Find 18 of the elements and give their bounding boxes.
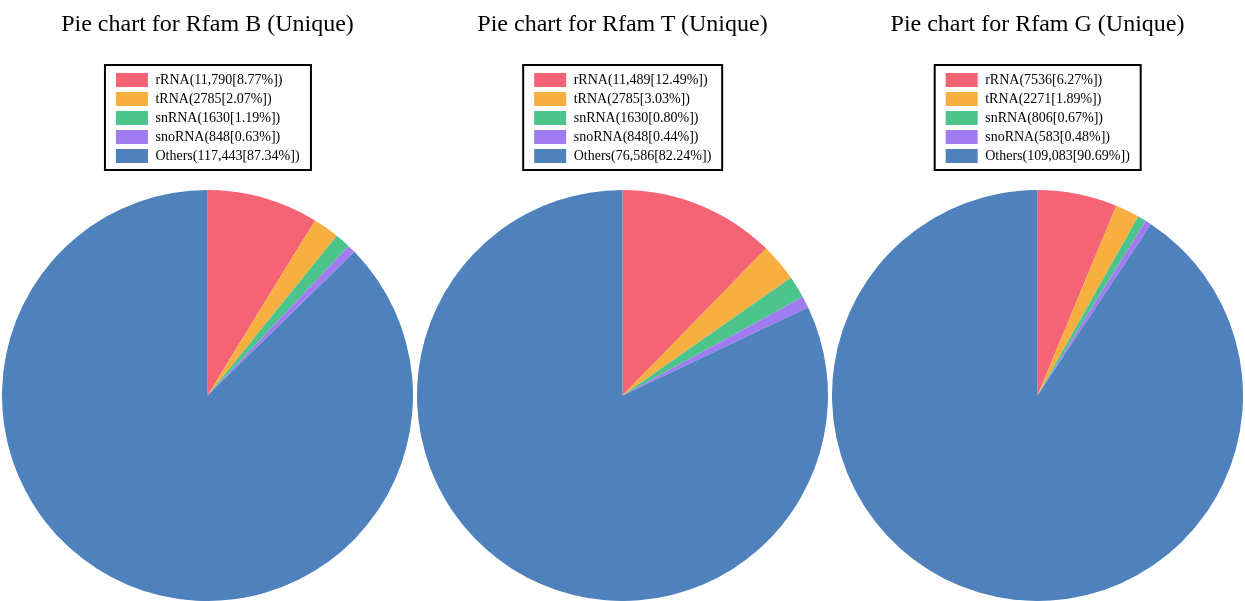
legend-label: Others(76,586[82.24%]): [573, 147, 712, 165]
chart-title: Pie chart for Rfam G (Unique): [889, 10, 1186, 37]
legend-label: Others(109,083[90.69%]): [985, 147, 1130, 165]
legend-label: tRNA(2271[1.89%]): [985, 90, 1102, 108]
legend-label: tRNA(2785[3.03%]): [573, 90, 690, 108]
legend-label: snoRNA(848[0.44%]): [573, 128, 699, 146]
legend-label: rRNA(11,790[8.77%]): [155, 71, 283, 89]
legend-label: Others(117,443[87.34%]): [155, 147, 300, 165]
legend-label: snoRNA(583[0.48%]): [985, 128, 1111, 146]
legend-label: snRNA(806[0.67%]): [985, 109, 1104, 127]
legend-label: rRNA(7536[6.27%]): [985, 71, 1103, 89]
legend-label: tRNA(2785[2.07%]): [155, 90, 272, 108]
chart-title: Pie chart for Rfam T (Unique): [476, 10, 769, 37]
legend-label: rRNA(11,489[12.49%]): [573, 71, 708, 89]
legend-label: snoRNA(848[0.63%]): [155, 128, 281, 146]
legend-label: snRNA(1630[0.80%]): [573, 109, 699, 127]
chart-title: Pie chart for Rfam B (Unique): [60, 10, 355, 37]
legend-label: snRNA(1630[1.19%]): [155, 109, 281, 127]
